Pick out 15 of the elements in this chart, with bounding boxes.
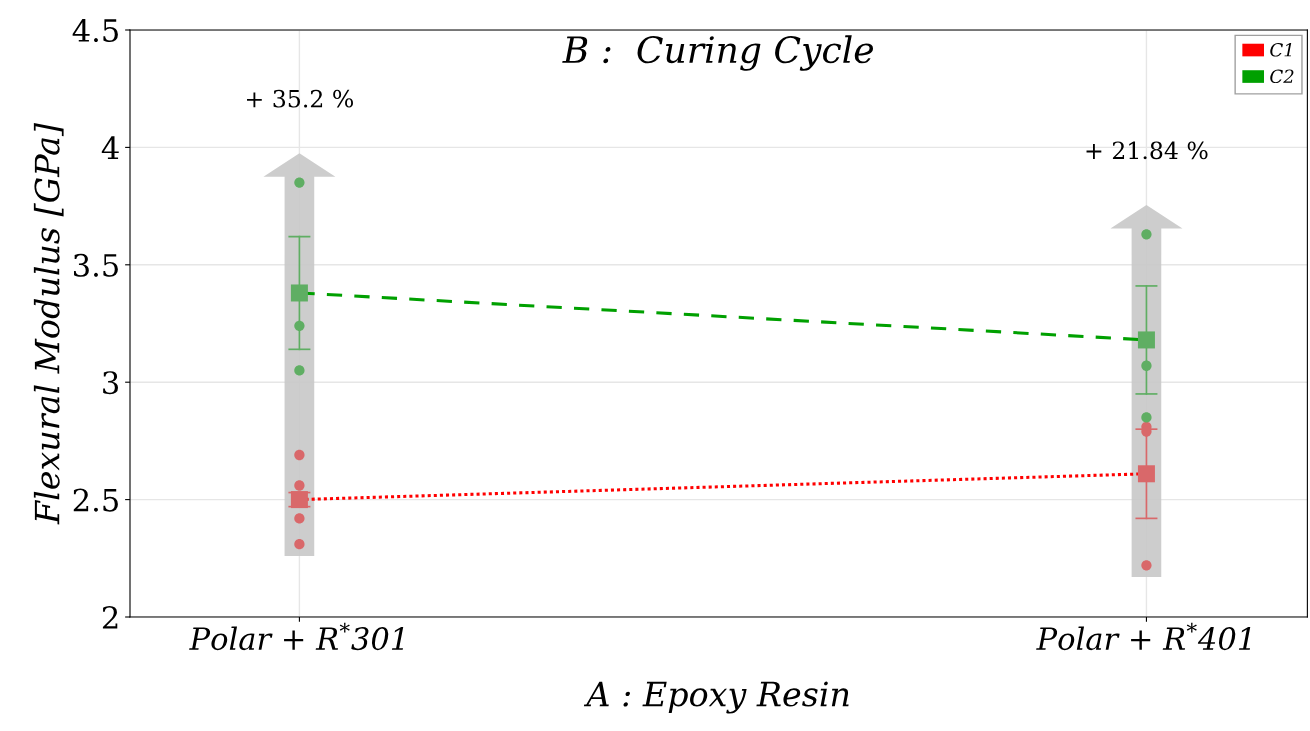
annotation: + 21.84 % (1086, 141, 1208, 160)
y-tick-label: 4.5 (72, 18, 118, 43)
y-tick-label: 2.5 (73, 488, 118, 512)
x-axis-title: A : Epoxy Resin (583, 681, 849, 714)
x-tick-label: Polar + R$^{*}$401 (1036, 622, 1251, 651)
y-tick-label: 2 (102, 605, 118, 629)
y-tick-label: 3 (103, 371, 119, 395)
legend-label: C1 (1270, 42, 1292, 57)
y-axis-title: Flexural Modulus [GPa] (33, 122, 64, 525)
annotation: + 35.2 % (247, 89, 354, 108)
y-tick-label: 4 (101, 136, 119, 160)
x-tick-label: Polar + R$^{*}$301 (189, 622, 404, 651)
legend-label: C2 (1270, 69, 1294, 84)
chart-title: B : Curing Cycle (562, 35, 873, 71)
y-tick-label: 3.5 (74, 253, 118, 277)
